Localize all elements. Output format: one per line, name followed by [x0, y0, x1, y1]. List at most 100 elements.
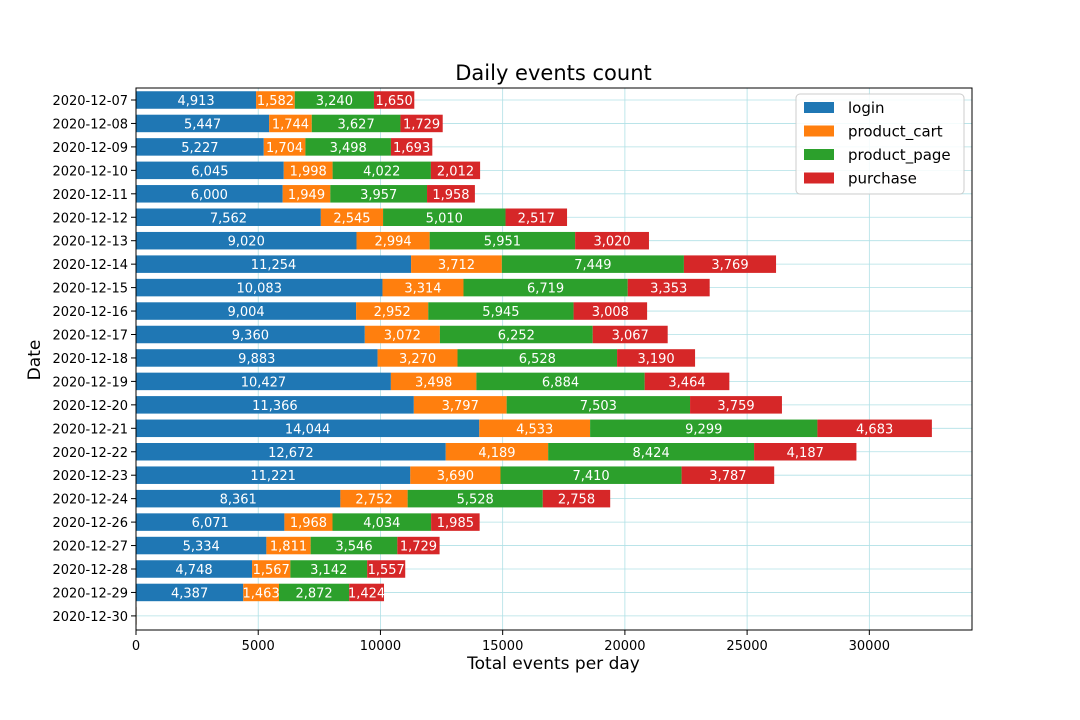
- bar-segment-product_cart: [377, 349, 458, 367]
- y-tick-label: 2020-12-09: [52, 141, 128, 156]
- bars-layer: 4,913 1,582 3,240 1,650 5,447 1,744 3,627 1,729…: [136, 91, 932, 625]
- y-tick-label: 2020-12-19: [52, 375, 128, 390]
- bar-segment-purchase: [505, 208, 568, 226]
- chart-title: Daily events count: [455, 61, 652, 85]
- bar-value-label: 4,913: [177, 94, 214, 109]
- bar-segment-login: [136, 255, 412, 273]
- bar-segment-product_page: [311, 114, 401, 133]
- bar-value-label: 6,884: [542, 375, 579, 390]
- bar-value-label: 9,020: [228, 235, 265, 250]
- bar-segment-product_cart: [364, 325, 440, 344]
- bar-value-label: 3,067: [612, 329, 649, 344]
- bar-segment-login: [136, 349, 378, 367]
- bar-value-label: 5,334: [183, 540, 220, 555]
- y-tick-label: 2020-12-23: [52, 469, 128, 484]
- plot-frame: [135, 87, 973, 631]
- bar-segment-purchase: [617, 349, 696, 367]
- bar-segment-product_cart: [340, 489, 408, 508]
- bar-segment-product_page: [279, 583, 350, 602]
- bar-segment-login: [136, 278, 383, 297]
- bar-value-label: 3,142: [310, 563, 347, 578]
- legend-swatch-login: [804, 102, 834, 113]
- bar-segment-product_cart: [382, 278, 464, 297]
- x-tick-label: 15000: [482, 639, 523, 654]
- bar-segment-login: [136, 161, 284, 180]
- bar-segment-purchase: [690, 396, 782, 414]
- bar-value-label: 3,627: [338, 117, 375, 132]
- bar-value-label: 6,719: [527, 282, 564, 297]
- bar-segment-product_cart: [263, 138, 306, 156]
- bar-value-label: 11,366: [252, 399, 298, 414]
- bar-value-label: 6,071: [192, 516, 229, 531]
- bar-segment-product_cart: [356, 231, 430, 250]
- bar-segment-product_cart: [266, 536, 311, 555]
- bar-segment-product_cart: [243, 583, 279, 602]
- bar-value-label: 1,463: [243, 586, 280, 601]
- bar-value-label: 3,759: [717, 399, 754, 414]
- x-tick-label: 30000: [849, 639, 890, 654]
- bar-segment-login: [136, 396, 414, 414]
- bar-segment-purchase: [644, 372, 730, 391]
- bar-segment-product_page: [500, 466, 682, 484]
- x-tick-label: 0: [132, 639, 140, 654]
- bar-value-label: 9,299: [685, 422, 722, 437]
- bar-segment-product_page: [457, 349, 618, 367]
- bar-value-label: 6,000: [191, 188, 228, 203]
- y-tick-label: 2020-12-27: [52, 540, 128, 555]
- bar-segment-purchase: [573, 302, 648, 320]
- bar-value-label: 6,528: [519, 352, 556, 367]
- bar-value-label: 3,690: [437, 469, 474, 484]
- bar-value-label: 7,562: [210, 211, 247, 226]
- y-tick-label: 2020-12-11: [52, 188, 128, 203]
- bar-value-label: 5,227: [181, 141, 218, 156]
- bar-value-label: 4,683: [856, 422, 893, 437]
- y-tick-label: 2020-12-17: [52, 329, 128, 344]
- bar-segment-purchase: [397, 536, 440, 555]
- y-tick-label: 2020-12-16: [52, 305, 128, 320]
- bar-segment-product_page: [290, 560, 368, 578]
- legend-label-product_cart: product_cart: [848, 123, 943, 142]
- bar-value-label: 11,221: [250, 469, 296, 484]
- bar-segment-product_cart: [413, 396, 507, 414]
- bar-segment-purchase: [373, 91, 415, 109]
- legend-swatch-product_page: [804, 149, 834, 160]
- bar-value-label: 3,314: [404, 282, 441, 297]
- bar-value-label: 9,004: [227, 305, 264, 320]
- bar-segment-login: [136, 466, 411, 484]
- bar-value-label: 1,693: [393, 141, 430, 156]
- bar-value-label: 2,517: [518, 211, 555, 226]
- bar-value-label: 3,797: [442, 399, 479, 414]
- bar-value-label: 3,190: [637, 352, 674, 367]
- y-tick-label: 2020-12-30: [52, 610, 128, 625]
- bar-value-label: 1,949: [288, 188, 325, 203]
- bar-segment-product_cart: [252, 560, 291, 578]
- bar-segment-login: [136, 114, 270, 133]
- bar-value-label: 2,994: [374, 235, 411, 250]
- bar-value-label: 3,769: [711, 258, 748, 273]
- bar-value-label: 3,498: [330, 141, 367, 156]
- bar-segment-purchase: [683, 255, 777, 273]
- bar-value-label: 2,872: [295, 586, 332, 601]
- bar-value-label: 9,360: [232, 329, 269, 344]
- bar-segment-purchase: [592, 325, 668, 344]
- bar-segment-login: [136, 513, 285, 531]
- legend: login product_cart product_page purchase: [795, 93, 965, 195]
- bar-value-label: 1,811: [270, 540, 307, 555]
- x-tick-label: 25000: [726, 639, 767, 654]
- bar-value-label: 6,045: [191, 164, 228, 179]
- legend-label-login: login: [848, 99, 885, 117]
- bar-value-label: 1,729: [403, 117, 440, 132]
- bar-value-label: 1,567: [253, 563, 290, 578]
- bar-value-label: 4,748: [175, 563, 212, 578]
- bar-value-label: 5,528: [457, 493, 494, 508]
- bar-value-label: 3,957: [360, 188, 397, 203]
- y-tick-label: 2020-12-29: [52, 586, 128, 601]
- bar-value-label: 3,712: [438, 258, 475, 273]
- bar-value-label: 3,072: [384, 329, 421, 344]
- bar-value-label: 3,240: [316, 94, 353, 109]
- bar-segment-product_page: [305, 138, 391, 156]
- x-tick-label: 20000: [604, 639, 645, 654]
- bar-segment-login: [136, 560, 253, 578]
- bar-value-label: 3,270: [399, 352, 436, 367]
- bar-segment-purchase: [367, 560, 406, 578]
